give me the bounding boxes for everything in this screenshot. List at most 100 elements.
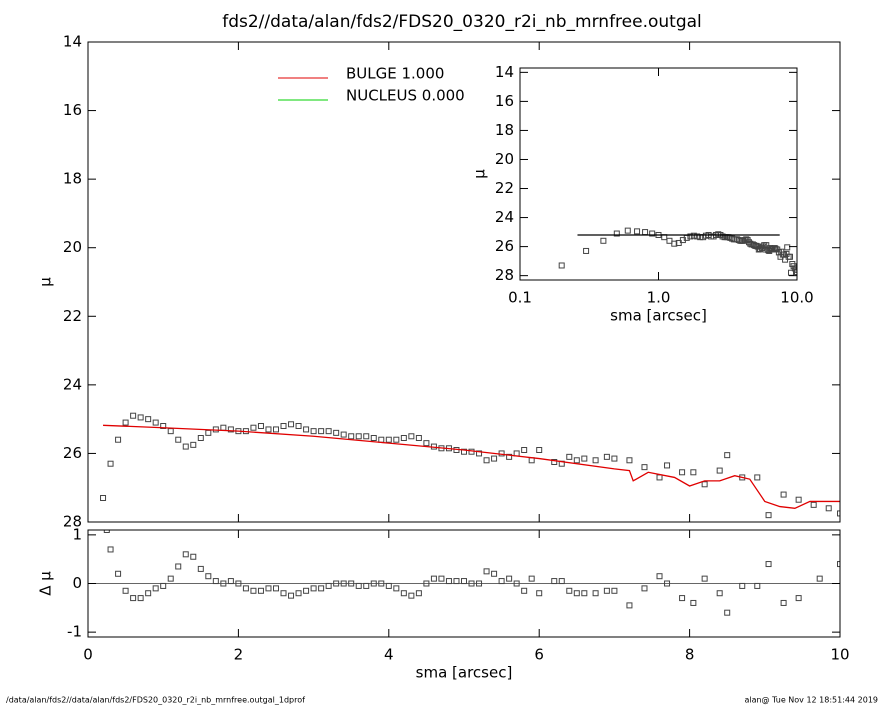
x-tick-label: 4 <box>384 646 394 664</box>
data-point <box>385 582 392 589</box>
data-point <box>581 455 588 462</box>
data-point <box>122 419 129 426</box>
data-point <box>793 266 797 273</box>
data-point <box>295 423 302 429</box>
data-point <box>483 568 490 575</box>
data-point <box>772 245 779 252</box>
data-point <box>690 232 697 239</box>
data-point <box>235 580 242 587</box>
plot-area <box>558 227 797 276</box>
data-point <box>679 595 686 602</box>
data-point <box>641 464 648 471</box>
data-point <box>325 428 332 435</box>
data-point <box>385 436 392 443</box>
data-point <box>671 240 678 247</box>
x-tick-label: 6 <box>534 646 544 664</box>
data-point <box>318 585 325 592</box>
data-point <box>370 435 377 441</box>
data-point <box>558 262 565 269</box>
data-point <box>603 587 610 594</box>
y-tick-label: 24 <box>63 375 82 393</box>
data-point <box>227 578 234 585</box>
data-point <box>739 582 746 589</box>
data-point <box>664 462 671 469</box>
data-point <box>641 585 648 592</box>
plot-area <box>88 530 840 616</box>
data-point <box>175 436 182 443</box>
data-point <box>583 247 590 254</box>
y-tick-label: 24 <box>495 208 514 226</box>
data-point <box>333 429 340 436</box>
data-point <box>137 595 144 602</box>
data-point <box>603 453 610 460</box>
data-point <box>795 496 802 503</box>
data-point <box>837 561 840 568</box>
data-point <box>415 590 422 597</box>
data-point <box>212 578 219 585</box>
data-point <box>656 573 663 580</box>
data-point <box>573 457 580 464</box>
data-point <box>498 450 505 457</box>
data-point <box>318 428 325 435</box>
data-point <box>810 501 817 508</box>
data-point <box>468 448 475 455</box>
data-point <box>167 428 174 435</box>
x-axis-label: sma [arcsec] <box>610 307 707 325</box>
data-point <box>461 578 467 585</box>
data-point <box>130 412 137 419</box>
data-point <box>476 450 483 457</box>
y-tick-label: 16 <box>495 92 514 110</box>
data-point <box>506 453 513 460</box>
data-point <box>415 435 422 441</box>
data-point <box>408 433 415 440</box>
data-point <box>795 595 802 602</box>
y-tick-label: 1 <box>72 525 82 543</box>
data-point <box>257 423 264 429</box>
y-tick-label: 22 <box>63 307 82 325</box>
y-tick-label: 26 <box>495 237 514 255</box>
data-point <box>115 570 122 577</box>
data-point <box>190 441 197 448</box>
data-point <box>780 491 787 498</box>
data-point <box>265 585 272 592</box>
data-point <box>310 585 317 592</box>
data-point <box>453 578 460 585</box>
data-point <box>626 602 633 609</box>
plot-frame <box>87 41 841 523</box>
y-tick-label: 0 <box>72 574 82 592</box>
data-point <box>701 575 708 582</box>
data-point <box>724 452 731 459</box>
data-point <box>363 582 370 589</box>
data-point <box>182 443 189 450</box>
x-tick-label: 1.0 <box>647 289 671 307</box>
data-point <box>393 585 400 592</box>
data-point <box>694 233 701 240</box>
data-point <box>378 436 385 443</box>
data-point <box>250 587 257 594</box>
data-point <box>280 423 287 429</box>
data-point <box>551 459 558 465</box>
data-point <box>679 469 686 476</box>
data-point <box>611 587 618 594</box>
y-tick-label: 26 <box>63 444 82 462</box>
data-point <box>265 426 272 433</box>
data-point <box>786 253 793 260</box>
data-point <box>521 587 528 594</box>
y-tick-label: 14 <box>495 63 514 81</box>
x-tick-label: 8 <box>685 646 695 664</box>
data-point <box>592 457 599 464</box>
y-axis-label: μ <box>471 169 489 179</box>
data-point <box>566 587 573 594</box>
data-point <box>355 433 362 440</box>
data-point <box>400 435 407 441</box>
data-point <box>690 469 697 476</box>
y-tick-label: 20 <box>63 238 82 256</box>
data-point <box>656 474 663 481</box>
data-point <box>175 563 182 570</box>
plot-area <box>100 412 840 519</box>
data-point <box>273 426 279 433</box>
data-point <box>551 578 558 585</box>
data-point <box>445 578 452 585</box>
x-tick-label: 0 <box>83 646 93 664</box>
y-axis-label: μ <box>37 277 55 287</box>
